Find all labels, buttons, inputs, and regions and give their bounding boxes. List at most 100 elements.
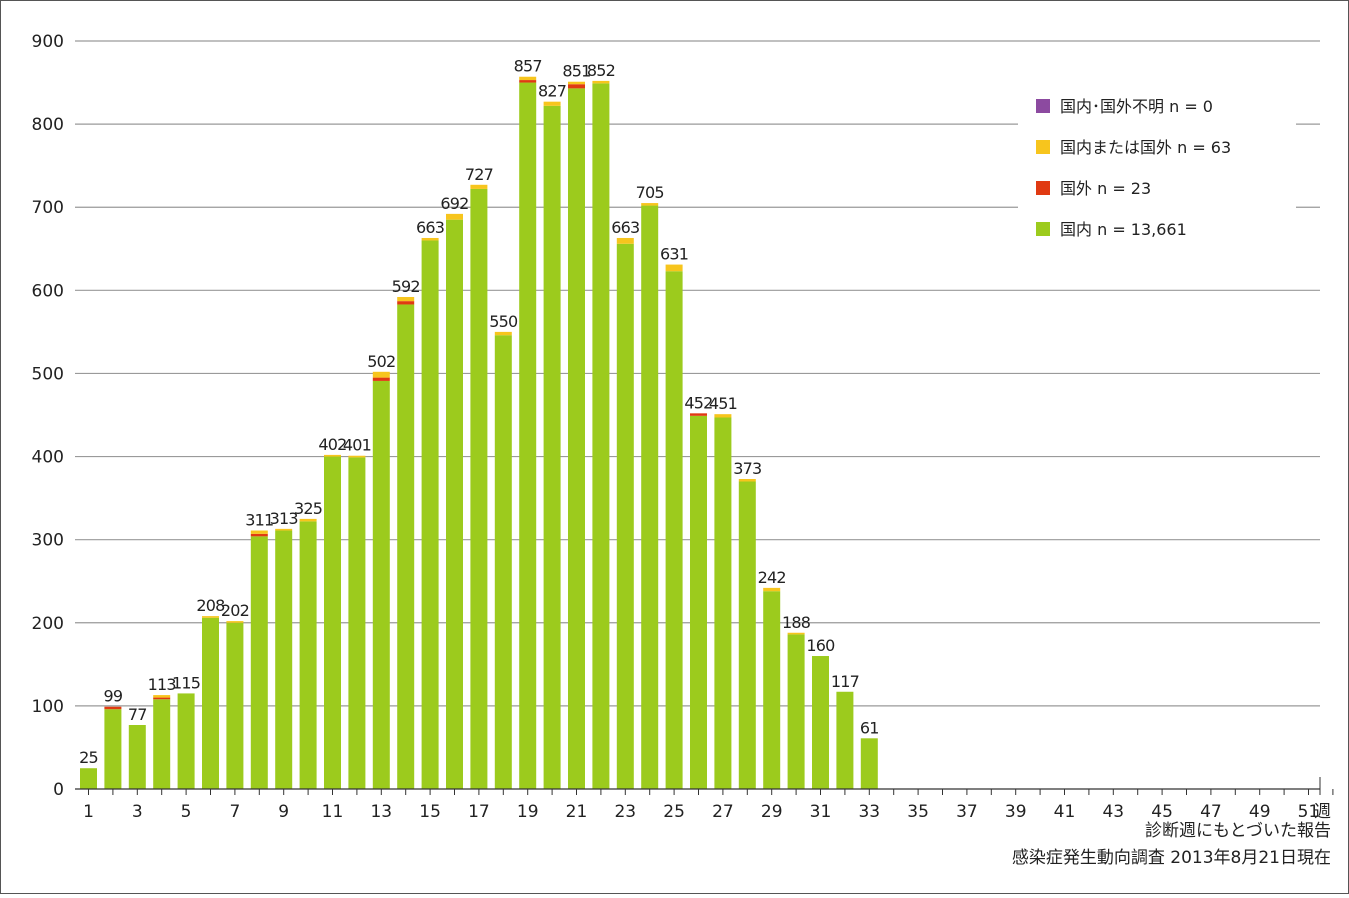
bar-total-label: 631 [660, 245, 688, 264]
y-tick-label: 0 [53, 780, 64, 800]
bar-segment-domestic [470, 188, 488, 790]
bar-segment-domestic [641, 205, 659, 789]
bar-total-label: 202 [221, 601, 249, 620]
x-tick-label: 11 [322, 802, 344, 822]
bar-segment-domestic [446, 219, 463, 789]
bar-segment-domestic [202, 617, 219, 789]
bar-segment-domestic [226, 622, 244, 789]
x-tick-label: 23 [614, 802, 636, 822]
bar-total-label: 827 [538, 82, 566, 101]
x-tick-label: 37 [956, 802, 978, 822]
bar-total-label: 550 [489, 312, 518, 331]
bar-segment-domestic [690, 415, 707, 789]
bar-total-label: 115 [172, 673, 200, 692]
bar-segment-domestic [299, 521, 317, 789]
x-tick-label: 49 [1249, 802, 1271, 822]
bar-segment-either [494, 331, 512, 336]
bar-total-label: 663 [611, 218, 639, 237]
legend-label-overseas: 国外 n = 23 [1060, 179, 1151, 198]
bar-segment-either [421, 237, 439, 241]
bar-segment-either [324, 454, 341, 457]
bar-segment-domestic [592, 83, 610, 790]
bar-segment-domestic [714, 417, 732, 789]
bar-total-label: 25 [79, 748, 98, 767]
bar-total-label: 188 [782, 613, 811, 632]
bar-segment-domestic [153, 699, 171, 789]
bar-total-label: 402 [318, 435, 346, 454]
x-tick-label: 39 [1005, 802, 1027, 822]
bar-segment-overseas [397, 301, 415, 305]
bar-segment-domestic [324, 456, 341, 789]
x-tick-label: 1 [83, 802, 94, 822]
bar-total-label: 113 [148, 675, 176, 694]
x-tick-label: 25 [663, 802, 685, 822]
x-tick-label: 33 [858, 802, 880, 822]
bar-segment-either [543, 101, 561, 106]
x-tick-label: 29 [761, 802, 783, 822]
bar-segment-overseas [568, 84, 585, 89]
legend-label-either: 国内または国外 n = 63 [1060, 138, 1231, 157]
x-tick-label: 5 [181, 802, 192, 822]
y-tick-label: 300 [32, 531, 64, 551]
bar-segment-either [470, 184, 488, 189]
bar-total-label: 857 [514, 57, 542, 76]
bar-segment-domestic [128, 725, 146, 789]
bar-segment-domestic [519, 82, 537, 790]
y-tick-label: 800 [32, 115, 64, 135]
bar-segment-either [592, 80, 610, 84]
bar-segment-either [372, 371, 390, 378]
legend-background [1018, 88, 1296, 244]
bar-segment-either [250, 530, 268, 534]
x-axis-unit: 週 [1314, 802, 1331, 822]
bar-total-label: 592 [392, 277, 420, 296]
bar-total-label: 663 [416, 218, 444, 237]
bar-total-label: 160 [806, 636, 835, 655]
bar-total-label: 851 [562, 62, 590, 81]
legend-label-unknown: 国内･国外不明 n = 0 [1060, 97, 1213, 116]
x-tick-label: 3 [132, 802, 143, 822]
bar-segment-either [153, 695, 171, 698]
bar-segment-overseas [250, 533, 268, 537]
x-tick-label: 9 [278, 802, 289, 822]
bar-segment-either [519, 76, 537, 81]
bar-segment-overseas [372, 377, 390, 381]
bar-segment-either [787, 632, 805, 635]
bar-segment-domestic [860, 738, 878, 789]
bar-segment-domestic [738, 481, 756, 789]
bar-segment-domestic [812, 656, 829, 789]
y-tick-label: 900 [32, 32, 64, 52]
bar-segment-overseas [519, 80, 537, 83]
bar-segment-either [714, 414, 732, 418]
x-tick-label: 43 [1102, 802, 1124, 822]
x-tick-label: 51 [1298, 802, 1320, 822]
bar-segment-domestic [397, 304, 415, 789]
x-tick-label: 15 [419, 802, 441, 822]
x-tick-label: 45 [1151, 802, 1173, 822]
bar-segment-domestic [568, 88, 585, 789]
x-tick-label: 35 [907, 802, 929, 822]
bar-segment-domestic [275, 530, 293, 789]
bar-segment-domestic [836, 691, 854, 789]
x-tick-label: 7 [229, 802, 240, 822]
bar-total-label: 373 [733, 459, 761, 478]
bar-segment-either [348, 455, 366, 458]
bar-segment-either [202, 616, 219, 618]
bar-total-label: 208 [196, 596, 225, 615]
x-tick-label: 19 [517, 802, 539, 822]
bar-total-label: 451 [709, 394, 737, 413]
bar-total-label: 61 [860, 718, 879, 737]
bar-total-label: 852 [587, 61, 615, 80]
bar-segment-either [568, 81, 585, 85]
bar-total-label: 325 [294, 499, 322, 518]
x-tick-label: 31 [810, 802, 832, 822]
bar-total-label: 77 [128, 705, 147, 724]
y-tick-label: 700 [32, 198, 64, 218]
bar-total-label: 452 [684, 393, 712, 412]
bar-segment-domestic [80, 768, 97, 789]
bar-total-label: 705 [636, 183, 664, 202]
legend-swatch-either [1036, 140, 1050, 154]
bar-total-label: 117 [831, 672, 859, 691]
bar-segment-either [446, 213, 463, 220]
bar-segment-domestic [348, 457, 366, 789]
